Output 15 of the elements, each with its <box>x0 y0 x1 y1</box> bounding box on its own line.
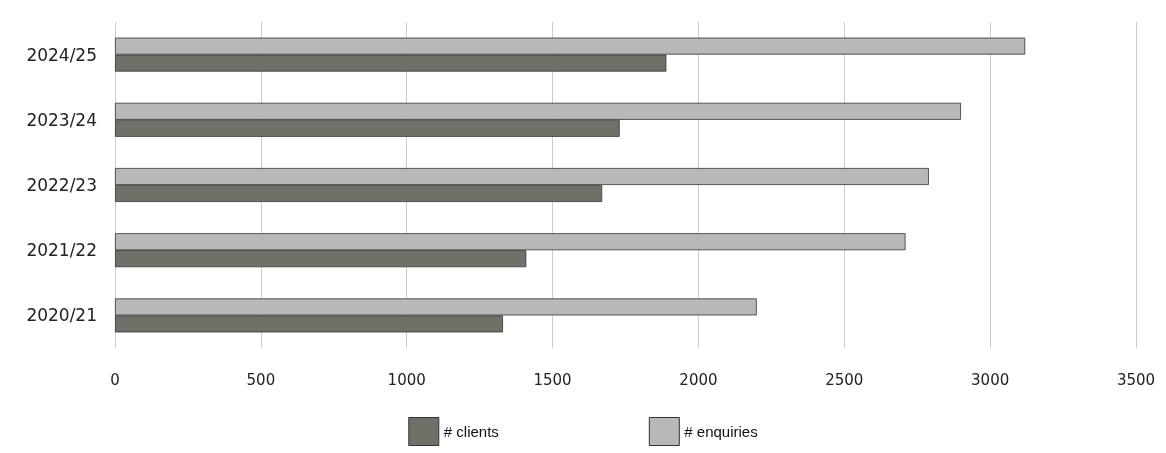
x-tick-label: 2000 <box>679 370 718 389</box>
x-tick-label: 1500 <box>533 370 572 389</box>
y-tick-label: 2022/23 <box>26 175 97 195</box>
legend-label: # clients <box>443 423 499 440</box>
x-tick-label: 2500 <box>825 370 864 389</box>
x-tick-label: 0 <box>110 370 120 389</box>
y-tick-label: 2021/22 <box>26 240 97 261</box>
x-tick-label: 1000 <box>387 370 426 389</box>
x-tick-label: 500 <box>246 370 276 389</box>
y-tick-label: 2020/21 <box>26 305 97 326</box>
legend-label: # enquiries <box>684 423 758 440</box>
y-tick-label: 2023/24 <box>26 109 97 130</box>
y-tick-label: 2024/25 <box>26 44 97 65</box>
x-tick-label: 3000 <box>971 370 1010 389</box>
x-tick-label: 3500 <box>1116 370 1156 389</box>
